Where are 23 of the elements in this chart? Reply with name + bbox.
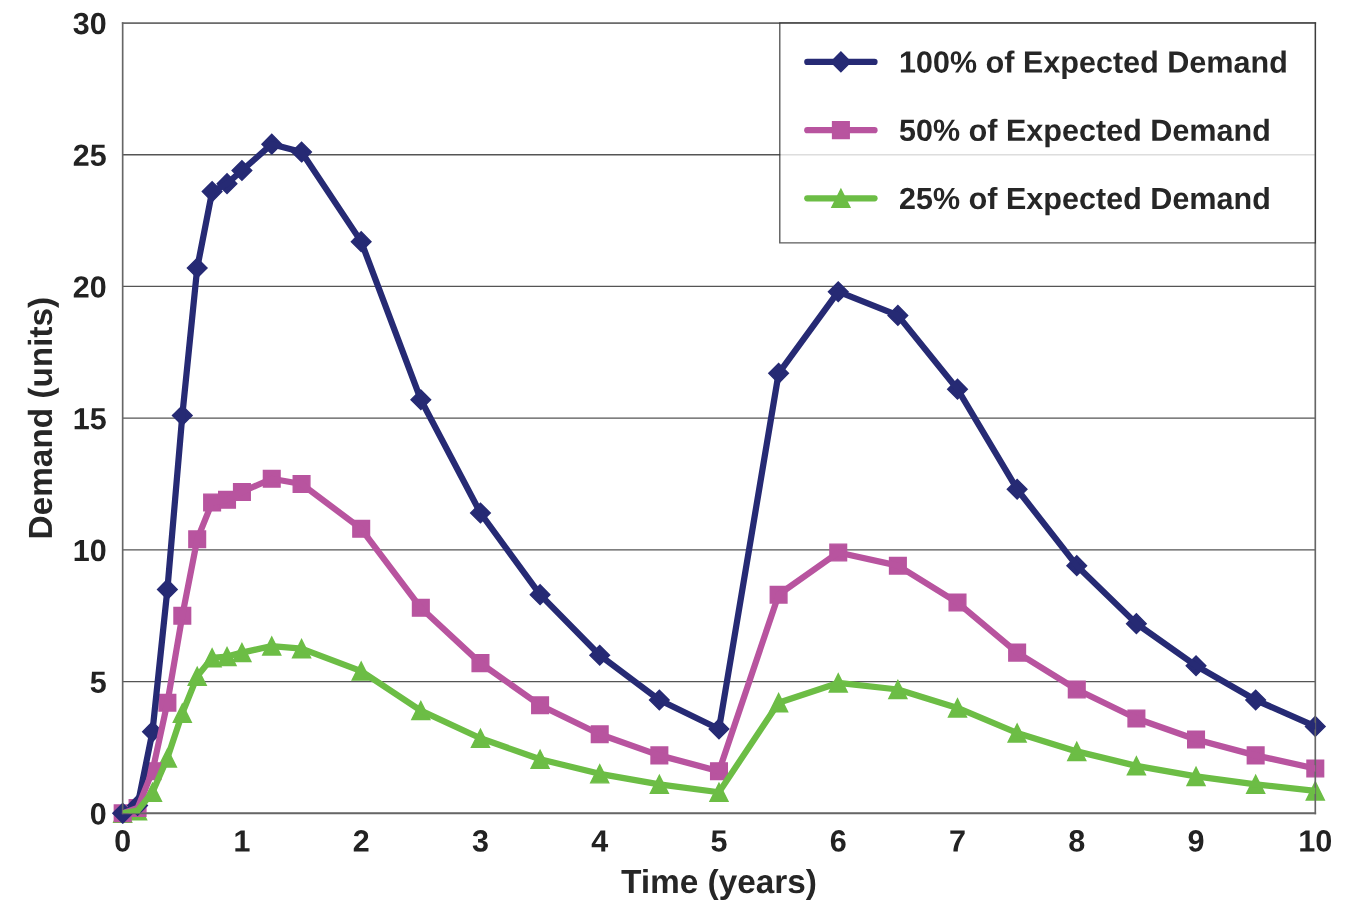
- x-tick-label: 5: [711, 830, 727, 852]
- x-tick-label: 7: [950, 830, 965, 852]
- y-tick-label: 25: [73, 144, 106, 167]
- x-tick-label: 1: [235, 830, 250, 852]
- y-axis-title: Demand (units): [27, 298, 59, 538]
- y-tick-label: 15: [74, 408, 106, 430]
- x-tick-label: 3: [472, 830, 488, 852]
- y-tick-label: 5: [90, 671, 106, 693]
- x-tick-label: 0: [115, 830, 130, 852]
- legend-label: 100% of Expected Demand: [900, 50, 1286, 79]
- y-tick-label: 0: [90, 803, 106, 825]
- x-tick-label: 8: [1069, 830, 1085, 852]
- x-tick-label: 9: [1188, 830, 1204, 852]
- x-tick-label: 6: [830, 830, 846, 852]
- x-tick-label: 2: [353, 830, 369, 852]
- y-tick-label: 10: [74, 539, 106, 562]
- y-tick-label: 20: [73, 276, 106, 298]
- x-tick-label: 10: [1300, 830, 1332, 852]
- legend-label: 50% of Expected Demand: [899, 118, 1269, 148]
- x-axis-title: Time (years): [621, 868, 816, 900]
- y-tick-label: 30: [73, 12, 106, 35]
- x-tick-label: 4: [591, 830, 609, 852]
- legend-label: 25% of Expected Demand: [900, 186, 1269, 216]
